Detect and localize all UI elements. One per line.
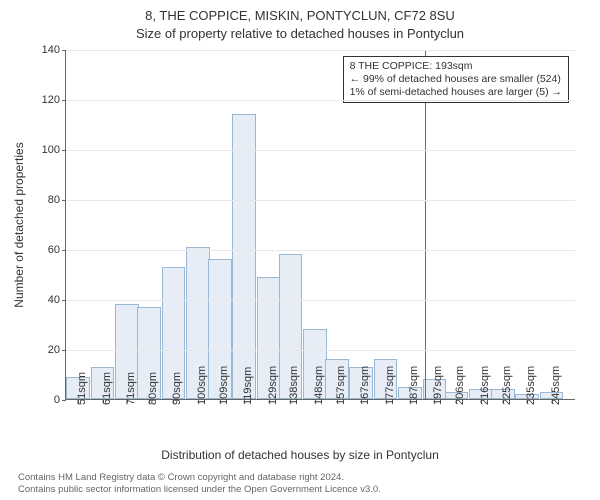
gridline bbox=[66, 100, 575, 101]
gridline bbox=[66, 200, 575, 201]
x-tick-label: 129sqm bbox=[267, 366, 279, 405]
annotation-line-1: 8 THE COPPICE: 193sqm bbox=[350, 60, 562, 73]
bar bbox=[232, 114, 256, 399]
chart-supertitle: 8, THE COPPICE, MISKIN, PONTYCLUN, CF72 … bbox=[0, 8, 600, 23]
footer-line-2: Contains public sector information licen… bbox=[18, 484, 381, 496]
x-tick-label: 61sqm bbox=[101, 372, 113, 405]
x-tick-label: 51sqm bbox=[76, 372, 88, 405]
x-tick-label: 80sqm bbox=[147, 372, 159, 405]
y-tick-mark bbox=[62, 150, 66, 151]
x-tick-label: 197sqm bbox=[432, 366, 444, 405]
y-tick-label: 20 bbox=[48, 344, 60, 356]
footer-attribution: Contains HM Land Registry data © Crown c… bbox=[18, 472, 381, 496]
y-tick-mark bbox=[62, 50, 66, 51]
footer-line-1: Contains HM Land Registry data © Crown c… bbox=[18, 472, 381, 484]
plot-area: 8 THE COPPICE: 193sqm ← 99% of detached … bbox=[65, 50, 575, 400]
gridline bbox=[66, 50, 575, 51]
y-axis-label: Number of detached properties bbox=[12, 142, 26, 307]
y-tick-label: 100 bbox=[42, 144, 60, 156]
chart-title: Size of property relative to detached ho… bbox=[0, 26, 600, 41]
x-tick-label: 90sqm bbox=[171, 372, 183, 405]
x-tick-label: 119sqm bbox=[242, 367, 254, 405]
annotation-box: 8 THE COPPICE: 193sqm ← 99% of detached … bbox=[343, 56, 569, 103]
x-tick-label: 245sqm bbox=[550, 366, 562, 405]
x-tick-label: 235sqm bbox=[525, 366, 537, 405]
x-tick-label: 216sqm bbox=[479, 366, 491, 405]
x-tick-label: 109sqm bbox=[218, 366, 230, 405]
x-tick-label: 167sqm bbox=[359, 366, 371, 405]
annotation-line-2: ← 99% of detached houses are smaller (52… bbox=[350, 73, 562, 86]
y-tick-mark bbox=[62, 100, 66, 101]
y-tick-mark bbox=[62, 250, 66, 251]
y-tick-mark bbox=[62, 300, 66, 301]
y-tick-label: 0 bbox=[54, 394, 60, 406]
gridline bbox=[66, 150, 575, 151]
y-tick-label: 60 bbox=[48, 244, 60, 256]
x-tick-label: 157sqm bbox=[335, 366, 347, 405]
annotation-line-3: 1% of semi-detached houses are larger (5… bbox=[350, 86, 562, 99]
gridline bbox=[66, 250, 575, 251]
x-tick-label: 71sqm bbox=[125, 372, 137, 405]
y-tick-label: 140 bbox=[42, 44, 60, 56]
y-tick-mark bbox=[62, 400, 66, 401]
gridline bbox=[66, 350, 575, 351]
x-tick-label: 148sqm bbox=[313, 366, 325, 405]
x-tick-label: 100sqm bbox=[196, 366, 208, 405]
x-tick-label: 187sqm bbox=[408, 366, 420, 405]
y-tick-mark bbox=[62, 350, 66, 351]
y-tick-label: 120 bbox=[42, 94, 60, 106]
x-axis-label: Distribution of detached houses by size … bbox=[0, 448, 600, 462]
x-tick-label: 206sqm bbox=[454, 366, 466, 405]
y-tick-label: 80 bbox=[48, 194, 60, 206]
x-tick-label: 225sqm bbox=[501, 366, 513, 405]
x-tick-label: 177sqm bbox=[384, 366, 396, 405]
y-tick-label: 40 bbox=[48, 294, 60, 306]
y-tick-mark bbox=[62, 200, 66, 201]
x-tick-label: 138sqm bbox=[288, 366, 300, 405]
chart-container: 8, THE COPPICE, MISKIN, PONTYCLUN, CF72 … bbox=[0, 0, 600, 500]
gridline bbox=[66, 300, 575, 301]
